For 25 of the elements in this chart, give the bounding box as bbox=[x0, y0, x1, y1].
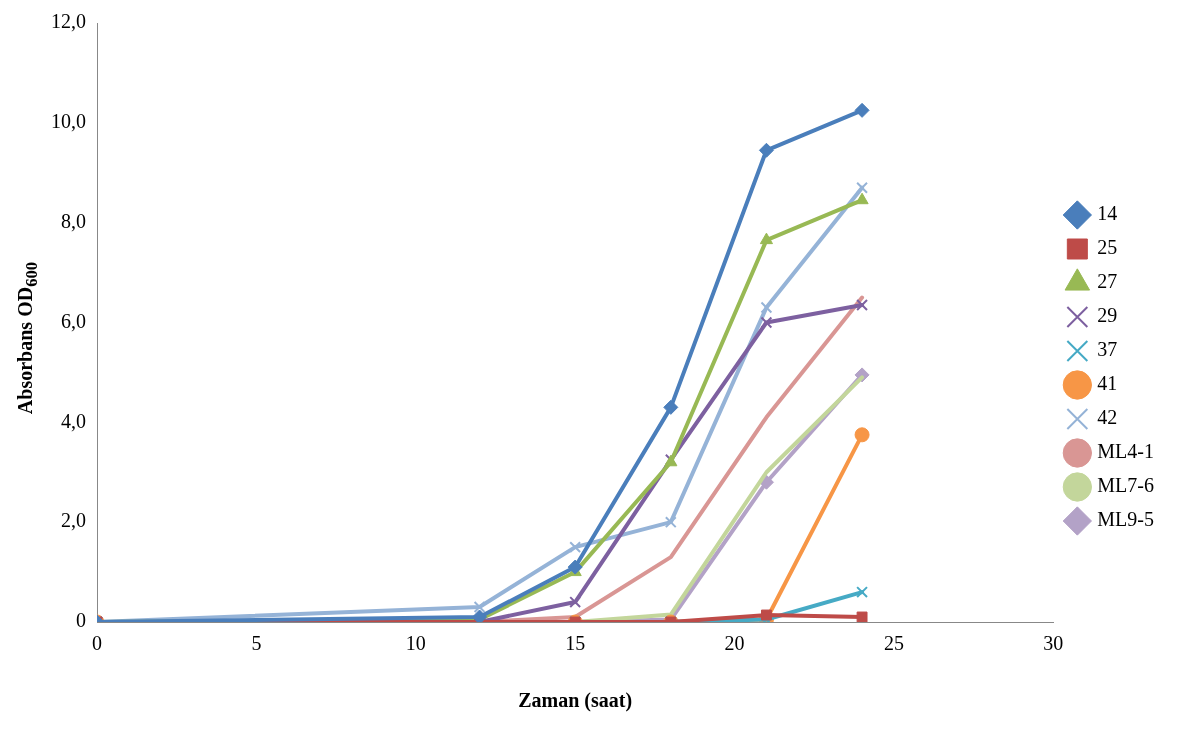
x-tick-label: 25 bbox=[883, 632, 904, 655]
legend-label: ML4-1 bbox=[1097, 440, 1155, 463]
legend-label: 25 bbox=[1097, 236, 1118, 259]
x-tick-label: 15 bbox=[565, 632, 586, 655]
legend-label: 42 bbox=[1097, 406, 1118, 429]
x-tick-label: 10 bbox=[405, 632, 426, 655]
y-tick-label: 0 bbox=[76, 609, 86, 632]
legend-label: 27 bbox=[1097, 270, 1118, 293]
y-tick-label: 10,0 bbox=[51, 110, 86, 133]
legend-label: 41 bbox=[1097, 372, 1118, 395]
legend-label: 37 bbox=[1097, 338, 1118, 361]
x-tick-label: 20 bbox=[724, 632, 745, 655]
x-tick-label: 0 bbox=[92, 632, 102, 655]
y-tick-label: 2,0 bbox=[61, 509, 86, 532]
y-tick-label: 4,0 bbox=[61, 409, 86, 432]
x-tick-label: 5 bbox=[251, 632, 262, 655]
y-tick-label: 8,0 bbox=[61, 209, 86, 232]
legend-label: 29 bbox=[1097, 304, 1118, 327]
legend-label: ML9-5 bbox=[1097, 508, 1155, 531]
x-tick-label: 30 bbox=[1043, 632, 1064, 655]
y-tick-label: 12,0 bbox=[51, 10, 86, 33]
x-axis-title: Zaman (saat) bbox=[518, 689, 633, 713]
y-tick-label: 6,0 bbox=[61, 309, 86, 332]
legend-label: 14 bbox=[1097, 202, 1118, 225]
legend-label: ML7-6 bbox=[1097, 474, 1155, 497]
